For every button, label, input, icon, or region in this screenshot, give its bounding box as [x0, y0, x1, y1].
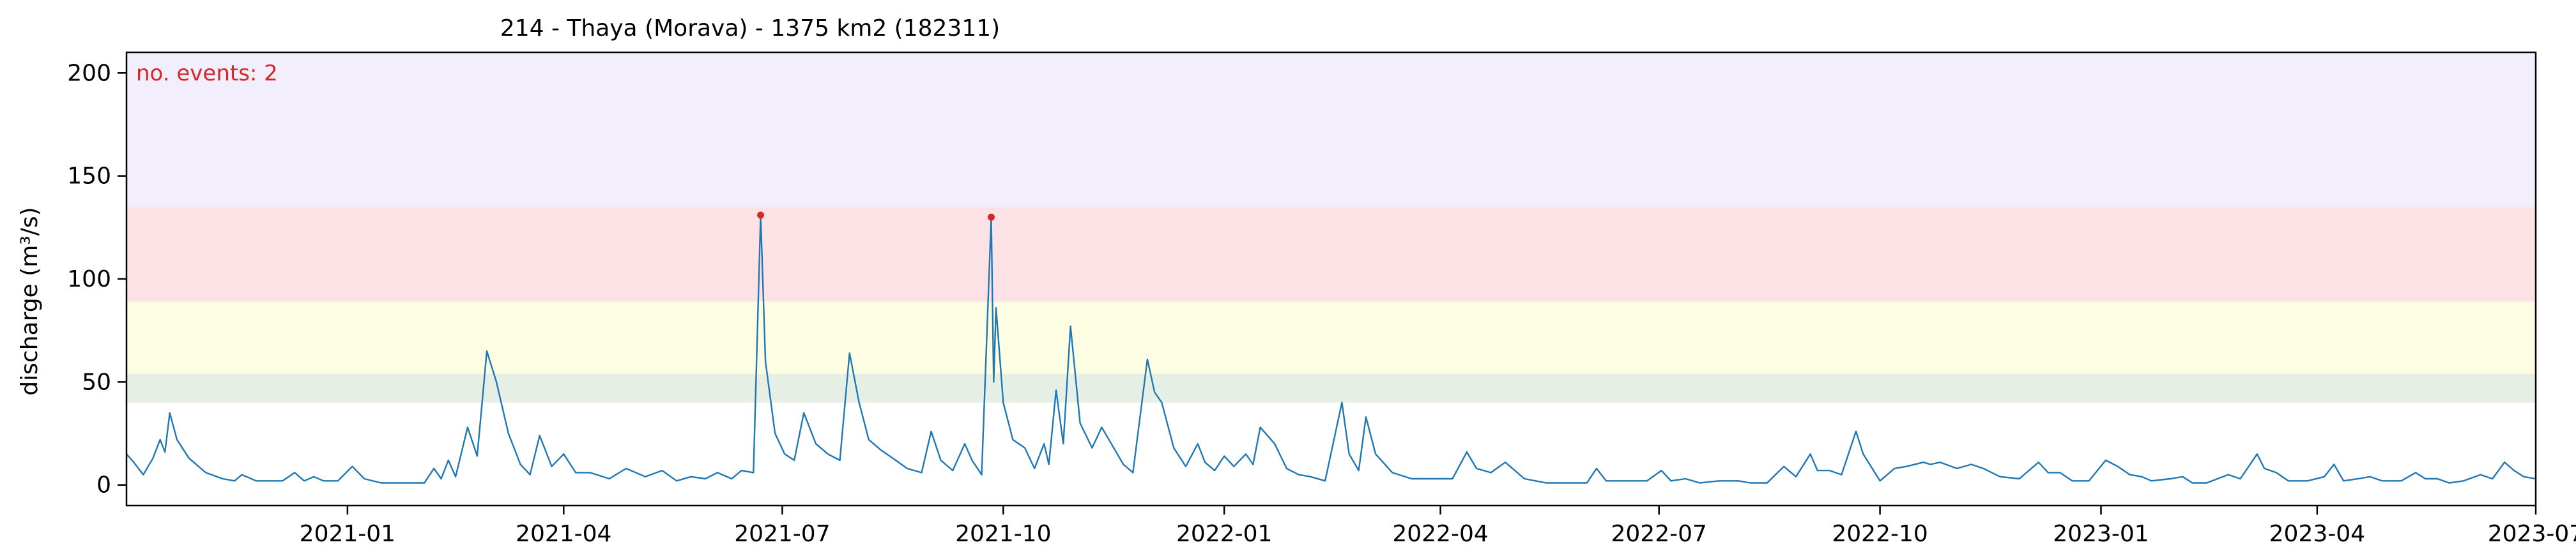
x-tick-label-2023-04: 2023-04 — [2269, 521, 2365, 547]
y-tick-label-200: 200 — [67, 60, 111, 86]
x-tick-label-2021-10: 2021-10 — [955, 521, 1051, 547]
event-markers — [757, 211, 995, 221]
x-tick-label-2022-10: 2022-10 — [1832, 521, 1928, 547]
event-marker-1 — [757, 211, 765, 219]
event-marker-2 — [987, 213, 995, 221]
x-tick-label-2021-07: 2021-07 — [734, 521, 830, 547]
plot-frame — [125, 51, 2537, 507]
threshold-band-1 — [126, 373, 2536, 403]
threshold-bands — [126, 52, 2536, 403]
threshold-band-4 — [126, 52, 2536, 207]
series-group — [126, 214, 2536, 484]
x-tick-label-2021-01: 2021-01 — [300, 521, 395, 547]
x-axis: 2021-01 2021-04 2021-07 2021-10 2022-01 2022-… — [300, 506, 2576, 547]
y-tick-label-50: 50 — [82, 369, 111, 395]
x-tick-label-2022-01: 2022-01 — [1176, 521, 1272, 547]
x-tick-label-2022-07: 2022-07 — [1611, 521, 1706, 547]
y-axis: 0 50 100 150 200 — [67, 60, 126, 499]
x-tick-label-2021-04: 2021-04 — [516, 521, 611, 547]
chart-title: 214 - Thaya (Morava) - 1375 km2 (182311) — [500, 15, 1000, 41]
y-tick-label-0: 0 — [96, 472, 111, 499]
threshold-band-3 — [126, 207, 2536, 302]
y-axis-label: discharge (m³/s) — [17, 207, 43, 395]
threshold-band-2 — [126, 301, 2536, 374]
x-tick-label-2023-07: 2023-07 — [2488, 521, 2576, 547]
events-count-annotation: no. events: 2 — [136, 61, 278, 86]
x-tick-label-2022-04: 2022-04 — [1392, 521, 1488, 547]
x-tick-label-2023-01: 2023-01 — [2053, 521, 2149, 547]
y-tick-label-150: 150 — [67, 163, 111, 190]
discharge-series-line — [126, 214, 2536, 484]
y-tick-label-100: 100 — [67, 266, 111, 292]
